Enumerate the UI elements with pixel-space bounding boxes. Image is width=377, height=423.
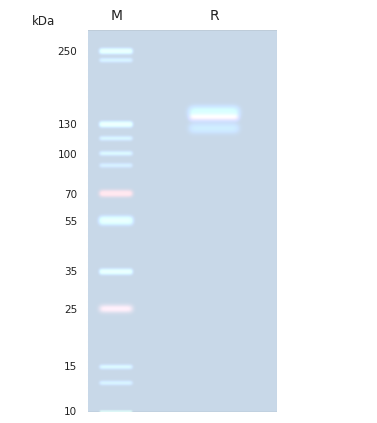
Text: 25: 25	[64, 305, 77, 315]
Text: 35: 35	[64, 267, 77, 277]
Text: 55: 55	[64, 217, 77, 227]
Bar	[89, 32, 277, 412]
Text: 130: 130	[58, 120, 77, 130]
Text: 100: 100	[58, 150, 77, 160]
Text: 250: 250	[58, 47, 77, 57]
Text: 15: 15	[64, 362, 77, 372]
Text: M: M	[111, 9, 123, 23]
Text: 70: 70	[64, 190, 77, 200]
Text: 10: 10	[64, 407, 77, 418]
Text: kDa: kDa	[32, 15, 55, 27]
Text: R: R	[210, 9, 220, 23]
